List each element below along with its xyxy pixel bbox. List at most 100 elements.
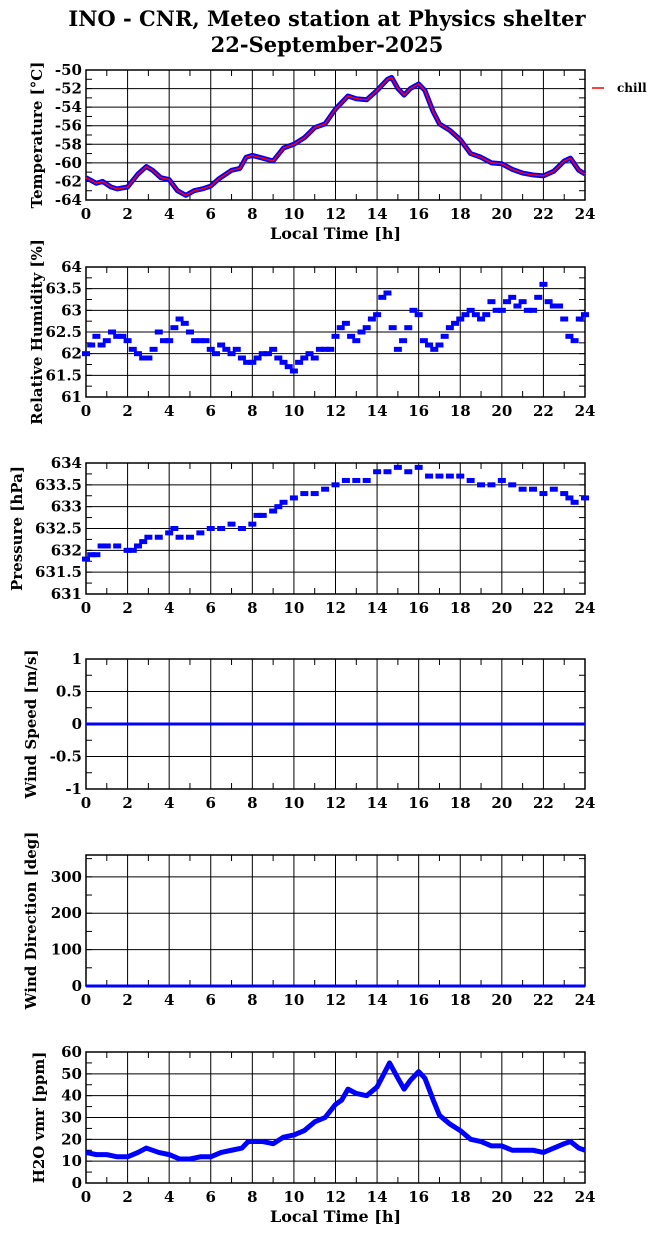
data-point bbox=[274, 355, 283, 361]
y-tick-label: 0.5 bbox=[56, 683, 82, 701]
data-point bbox=[404, 325, 413, 331]
data-point bbox=[97, 543, 106, 549]
y-tick-label: 631 bbox=[51, 585, 82, 603]
data-point bbox=[523, 307, 532, 313]
data-point bbox=[492, 307, 501, 313]
data-point bbox=[113, 543, 122, 549]
plot-frame bbox=[85, 266, 586, 398]
data-point bbox=[170, 325, 179, 331]
data-point bbox=[263, 351, 272, 357]
x-tick-label: 6 bbox=[206, 599, 216, 617]
x-tick-label: 4 bbox=[164, 402, 174, 420]
x-tick-label: 20 bbox=[491, 599, 512, 617]
x-tick-label: 20 bbox=[491, 794, 512, 812]
x-tick-label: 24 bbox=[575, 599, 596, 617]
data-point bbox=[165, 530, 174, 536]
x-tick-label: 18 bbox=[450, 1188, 471, 1206]
data-point bbox=[321, 346, 330, 352]
x-tick-label: 14 bbox=[367, 991, 388, 1009]
x-tick-label: 18 bbox=[450, 991, 471, 1009]
x-tick-label: 10 bbox=[283, 205, 304, 223]
data-point bbox=[201, 338, 210, 344]
data-point bbox=[336, 325, 345, 331]
x-tick-label: 20 bbox=[491, 402, 512, 420]
data-point bbox=[133, 351, 142, 357]
x-tick-label: 6 bbox=[206, 991, 216, 1009]
data-point bbox=[414, 464, 423, 470]
data-point bbox=[331, 333, 340, 339]
data-point bbox=[435, 473, 444, 479]
y-tick-label: 0 bbox=[72, 977, 82, 995]
y-tick-label: 0 bbox=[72, 715, 82, 733]
y-tick-label: -58 bbox=[55, 135, 82, 153]
data-point bbox=[534, 294, 543, 300]
y-tick-label: -60 bbox=[55, 154, 82, 172]
y-tick-label: 200 bbox=[51, 904, 82, 922]
data-point bbox=[211, 351, 220, 357]
data-point bbox=[180, 320, 189, 326]
data-point bbox=[539, 491, 548, 497]
data-point bbox=[451, 320, 460, 326]
data-point bbox=[300, 491, 309, 497]
x-tick-label: 12 bbox=[325, 794, 346, 812]
x-tick-label: 4 bbox=[164, 205, 174, 223]
data-point bbox=[185, 534, 194, 540]
y-tick-label: -54 bbox=[55, 98, 82, 116]
x-axis-label: Local Time [h] bbox=[270, 1207, 401, 1226]
data-point bbox=[87, 552, 96, 558]
data-point bbox=[310, 491, 319, 497]
x-tick-label: 0 bbox=[81, 991, 91, 1009]
data-point bbox=[253, 355, 262, 361]
x-tick-label: 10 bbox=[283, 599, 304, 617]
data-point bbox=[544, 299, 553, 305]
y-axis-label: Temperature [°C] bbox=[28, 62, 46, 209]
panel-temperature: 0 2 4 6 8 10 12 14 16 18 20 22 24-64-62-60-58-56-54-… bbox=[28, 61, 595, 243]
panel-pressure: 0 2 4 6 8 10 12 14 16 18 20 22 24631631.5632632.5633… bbox=[8, 454, 595, 617]
x-tick-label: 24 bbox=[575, 991, 596, 1009]
y-tick-label: 61 bbox=[61, 388, 82, 406]
data-point bbox=[362, 477, 371, 483]
x-tick-label: 24 bbox=[575, 1188, 596, 1206]
data-point bbox=[139, 539, 148, 545]
x-tick-label: 14 bbox=[367, 794, 388, 812]
data-point bbox=[206, 346, 215, 352]
x-tick-label: 4 bbox=[164, 794, 174, 812]
data-point bbox=[274, 504, 283, 510]
data-point bbox=[310, 355, 319, 361]
x-tick-label: 8 bbox=[247, 991, 257, 1009]
data-point bbox=[113, 333, 122, 339]
plot-frame bbox=[85, 462, 586, 595]
data-point bbox=[477, 482, 486, 488]
data-point bbox=[383, 290, 392, 296]
data-point bbox=[487, 299, 496, 305]
y-axis-label: Pressure [hPa] bbox=[8, 466, 26, 591]
x-tick-label: 14 bbox=[367, 205, 388, 223]
data-point bbox=[170, 526, 179, 531]
data-point bbox=[570, 338, 579, 344]
data-point bbox=[482, 312, 491, 318]
data-point bbox=[269, 508, 278, 514]
data-point bbox=[347, 333, 356, 339]
data-point bbox=[419, 338, 428, 344]
data-point bbox=[253, 512, 262, 518]
y-tick-label: 64 bbox=[61, 258, 82, 276]
data-point bbox=[440, 333, 449, 339]
x-tick-label: 22 bbox=[533, 205, 554, 223]
data-point bbox=[367, 316, 376, 322]
data-point bbox=[497, 477, 506, 483]
x-tick-label: 20 bbox=[491, 1188, 512, 1206]
data-point bbox=[289, 368, 298, 374]
x-axis-label: Local Time [h] bbox=[270, 224, 401, 243]
y-tick-label: 300 bbox=[51, 868, 82, 886]
data-point bbox=[445, 325, 454, 331]
x-tick-label: 8 bbox=[247, 794, 257, 812]
x-tick-label: 14 bbox=[367, 599, 388, 617]
legend-label-chill: chill bbox=[617, 81, 647, 95]
data-point bbox=[300, 355, 309, 361]
data-point bbox=[399, 338, 408, 344]
x-tick-label: 2 bbox=[122, 205, 132, 223]
data-point bbox=[560, 491, 569, 497]
x-tick-label: 4 bbox=[164, 991, 174, 1009]
